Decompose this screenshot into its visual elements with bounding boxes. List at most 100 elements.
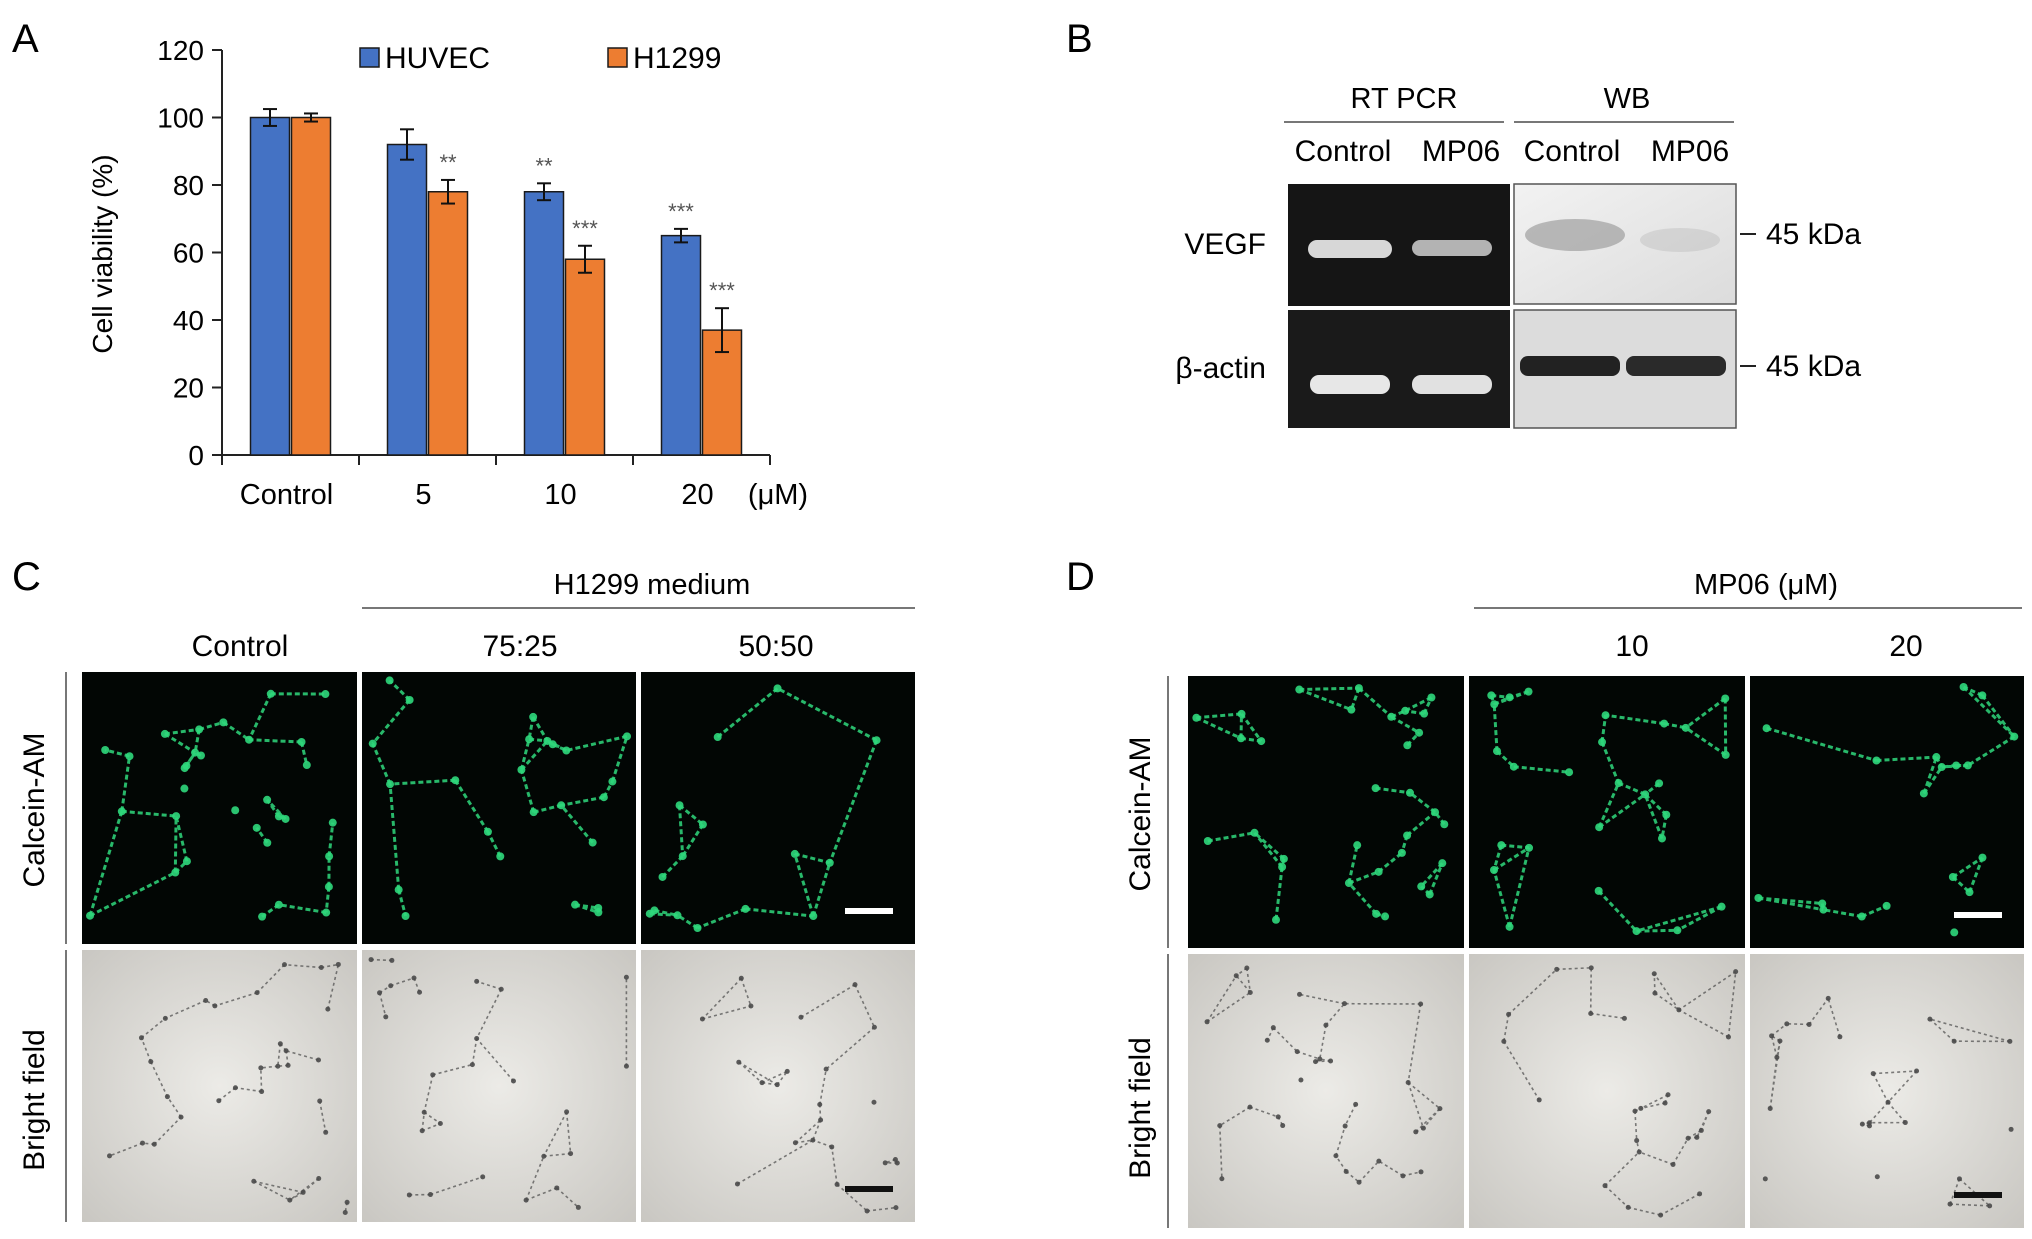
cell-cluster [1634,1138,1640,1144]
cell-cluster [1721,750,1730,759]
panel-d-letter: D [1066,555,1095,599]
cell-cluster [1588,1011,1594,1017]
panel-d-row-label-bright: Bright field [1124,1037,1157,1179]
cell-cluster [1376,1158,1382,1164]
cell-cluster [263,795,272,804]
panel-c-column-label-1: Control [192,630,289,663]
cell-cluster [216,1098,222,1104]
cell-cluster [1927,1016,1933,1022]
cell-cluster [1655,779,1664,788]
cell-cluster [1725,1034,1731,1040]
cell-cluster [575,1204,581,1210]
y-tick-label: 120 [157,35,204,66]
cell-cluster [1341,1001,1347,1007]
cell-cluster [1371,784,1380,793]
cell-cluster [1681,723,1690,732]
calcein-am-image-6 [1188,676,1464,948]
cell-cluster [748,1003,754,1009]
cell-cluster [2008,1126,2014,1132]
bar-chart: Cell viability (%) (μM) 020406080100120 … [87,35,808,511]
cell-cluster [148,1059,154,1065]
cell-cluster [1354,684,1363,693]
gel-band-actin-control [1310,375,1390,394]
cell-cluster [1948,872,1957,881]
cell-cluster [1536,1097,1542,1103]
cell-cluster [1721,694,1730,703]
cell-cluster [164,1094,170,1100]
cell-cluster [1767,1105,1773,1111]
cell-cluster [1438,859,1447,868]
cell-cluster [411,975,417,981]
cell-cluster [1219,1176,1225,1182]
cell-cluster [388,983,394,989]
cell-cluster [823,1066,829,1072]
cell-cluster [1323,1022,1329,1028]
cell-cluster [673,911,682,920]
cell-cluster [599,793,608,802]
cell-cluster [281,814,290,823]
calcein-am-image-1 [362,672,636,944]
cell-cluster [1247,990,1253,996]
row-label-vegf: VEGF [1184,228,1266,261]
x-ticks: Control 5 10 20 [221,455,771,511]
cell-cluster [1271,915,1280,924]
cell-cluster [713,733,722,742]
cell-cluster [274,812,283,821]
cell-cluster [1777,1038,1783,1044]
cell-cluster [1762,1176,1768,1182]
panel-d-column-label-3: 20 [1889,630,1922,663]
panel-c-column-label-3: 50:50 [738,630,813,663]
cell-cluster [564,1109,570,1115]
cell-cluster [325,852,334,861]
bar-h1299-control [290,116,332,456]
cell-cluster [1294,1049,1300,1055]
cell-cluster [474,1035,480,1041]
cell-cluster [421,1109,427,1115]
cell-cluster [251,1178,257,1184]
cell-cluster [1440,820,1449,829]
cell-cluster [1919,789,1928,798]
cell-cluster [1372,909,1381,918]
cell-cluster [1397,848,1406,857]
western-blot [1513,183,1737,429]
cell-cluster [892,1156,898,1162]
cell-cluster [1837,1034,1843,1040]
cell-cluster [523,1197,529,1203]
bar-huvec-control [249,116,291,456]
cell-cluster [1509,762,1518,771]
cell-cluster [1987,1203,1993,1209]
cell-cluster [2007,1038,2013,1044]
y-tick-label: 0 [188,440,204,471]
cell-cluster [1418,1001,1424,1007]
cell-cluster [1937,763,1946,772]
image-background [82,672,357,944]
cell-cluster [1427,693,1436,702]
cell-cluster [1932,753,1941,762]
tube-network [109,963,348,1213]
cell-cluster [541,1153,547,1159]
cell-cluster [529,712,538,721]
cell-cluster [1250,828,1259,837]
cell-cluster [1965,888,1974,897]
cell-cluster [1706,1109,1712,1115]
image-background [362,950,636,1222]
y-axis-label: Cell viability (%) [87,154,118,353]
cell-cluster [1774,1054,1780,1060]
cell-cluster [1328,1058,1334,1064]
image-background [362,672,636,944]
cell-cluster [386,780,395,789]
cell-cluster [1524,687,1533,696]
cell-cluster [1405,1079,1411,1085]
cell-cluster [1295,685,1304,694]
image-background [1750,954,2024,1228]
significance-marker: ** [535,153,553,178]
cell-cluster [283,1048,289,1054]
cell-cluster [377,990,383,996]
cell-cluster [784,1068,790,1074]
cell-cluster [1505,693,1514,702]
panel-c-row-label-bright: Bright field [18,1029,51,1171]
row-label-beta-actin: β-actin [1175,352,1266,385]
gel-band-vegf-control [1308,240,1392,258]
blot-band-actin-mp06 [1626,356,1726,376]
gel-band-vegf-mp06 [1412,240,1492,256]
